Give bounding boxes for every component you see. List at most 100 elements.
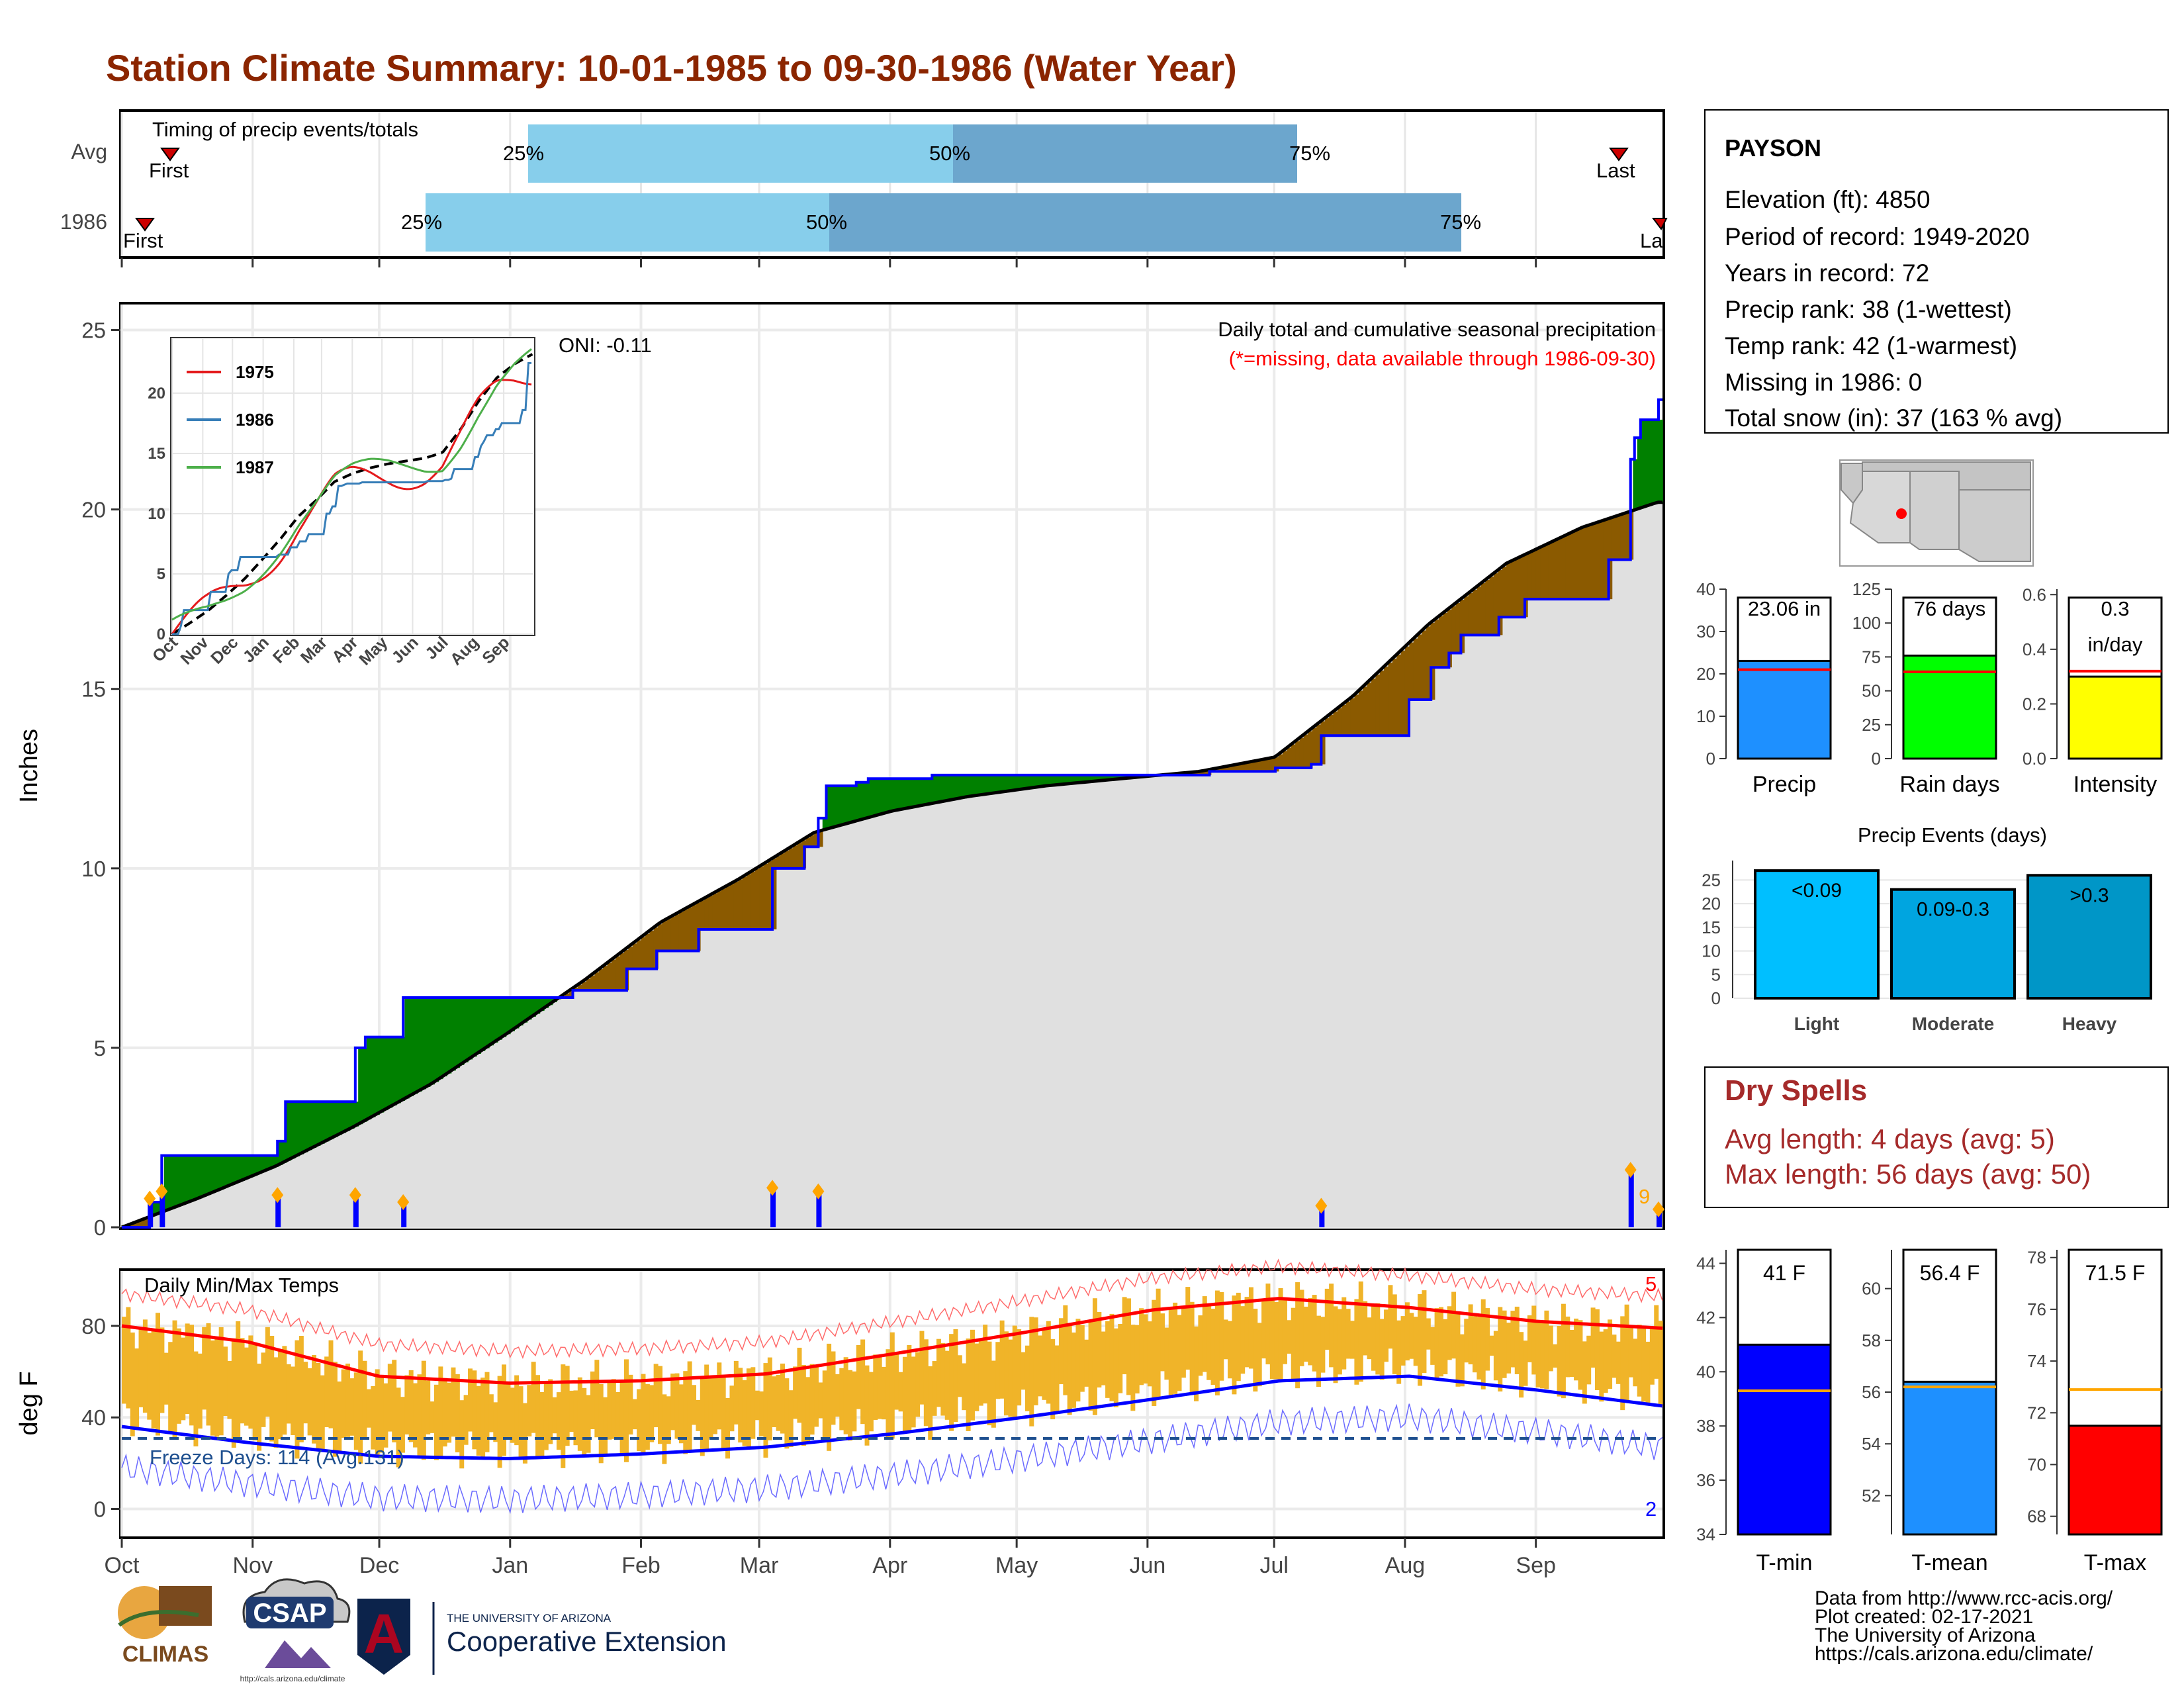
precip-departure-fill-289 (1342, 704, 1347, 736)
precip-departure-fill-204 (983, 774, 988, 795)
temp-daily-bar-64 (392, 1360, 397, 1442)
precip-departure-fill-294 (1363, 686, 1368, 736)
temp-summary-bar-0 (1737, 1343, 1832, 1536)
precip-departure-fill-131 (674, 914, 680, 951)
station-line-snow: Total snow (in): 37 (163 % avg) (1725, 404, 2062, 432)
precip-departure-fill-80 (459, 998, 465, 1065)
precip-departure-fill-261 (1223, 767, 1228, 772)
precip-departure-fill-196 (949, 774, 954, 800)
precip-departure-fill-332 (1523, 555, 1528, 618)
precip-departure-fill-152 (763, 863, 768, 929)
temp-daily-bar-110 (586, 1395, 591, 1453)
month-tick-label-6: Apr (872, 1553, 907, 1578)
temp-daily-bar-34 (265, 1327, 270, 1417)
precip-departure-fill-269 (1257, 760, 1262, 772)
precip-departure-fill-330 (1514, 559, 1520, 618)
temp-daily-bar-310 (1430, 1327, 1435, 1365)
temp-daily-bar-212 (1017, 1329, 1022, 1406)
temp-daily-bar-251 (1181, 1305, 1186, 1378)
summary-value-label-2-1: in/day (2088, 633, 2143, 656)
temp-daily-bar-256 (1202, 1296, 1207, 1372)
summary-tick-label-0-4: 40 (1696, 579, 1715, 599)
temp-daily-bar-180 (882, 1366, 887, 1420)
precip-departure-fill-50 (332, 1102, 338, 1137)
temp-daily-bar-164 (814, 1365, 819, 1427)
precip-departure-fill-298 (1379, 671, 1385, 736)
precip-departure-fill-85 (480, 998, 486, 1051)
precip-y-ticks: 0 5 10 15 20 25 (81, 318, 120, 1240)
precip-departure-fill-358 (1633, 459, 1638, 511)
temp-daily-bar-266 (1244, 1297, 1250, 1368)
temp-record-low-line (121, 1403, 1663, 1515)
csap-logo-label-bg (246, 1597, 334, 1628)
temp-daily-bar-148 (746, 1368, 751, 1448)
temp-daily-bar-86 (484, 1372, 490, 1452)
temp-daily-bar-132 (678, 1384, 684, 1444)
temp-daily-bar-59 (371, 1385, 376, 1450)
precip-departure-fill-219 (1046, 774, 1051, 786)
temp-daily-bar-29 (244, 1347, 249, 1426)
temp-daily-bar-257 (1206, 1304, 1212, 1380)
temp-daily-bar-220 (1050, 1338, 1056, 1420)
temp-daily-bar-85 (480, 1378, 486, 1458)
temp-daily-bar-278 (1295, 1282, 1300, 1389)
precip-departure-fill-267 (1248, 762, 1254, 772)
precip-daily-marker-6 (812, 1183, 825, 1199)
temp-daily-bar-231 (1097, 1311, 1102, 1388)
map-state-texas (1958, 489, 2031, 562)
climas-logo-block (159, 1586, 212, 1626)
temp-daily-bar-169 (835, 1374, 840, 1417)
temp-daily-bar-349 (1594, 1309, 1600, 1391)
temp-daily-bar-140 (712, 1378, 717, 1434)
precip-departure-fill-288 (1337, 708, 1343, 736)
temp-daily-bar-72 (426, 1380, 431, 1434)
temp-summary-tick-label-2-2: 72 (2027, 1403, 2046, 1423)
summary-value-label-2-0: 0.3 (2101, 597, 2129, 620)
temp-daily-bar-232 (1101, 1331, 1106, 1385)
precip-departure-fill-91 (506, 998, 511, 1035)
temp-daily-bar-269 (1257, 1323, 1262, 1387)
precip-departure-fill-323 (1485, 579, 1490, 635)
precip-departure-fill-165 (818, 831, 823, 847)
precip-departure-fill-293 (1358, 690, 1363, 736)
precip-departure-fill-356 (1624, 513, 1629, 560)
temp-daily-bar-228 (1084, 1339, 1089, 1387)
precip-departure-fill-136 (696, 902, 701, 951)
precip-departure-fill-71 (421, 998, 427, 1090)
month-tick-label-5: Mar (740, 1553, 779, 1578)
temp-daily-bar-353 (1612, 1335, 1617, 1378)
temp-daily-bar-74 (433, 1384, 439, 1460)
summary-bar-0 (1737, 659, 1832, 760)
precip-y-tick-label-0: 0 (94, 1215, 106, 1240)
temp-daily-bar-66 (400, 1397, 405, 1453)
precip-departure-fill-232 (1101, 774, 1106, 781)
inset-legend-label-1986: 1986 (236, 410, 274, 430)
temp-summary-value-label-2: 71.5 F (2085, 1261, 2146, 1285)
precip-departure-fill-132 (678, 912, 684, 951)
precip-departure-fill-11 (168, 1155, 173, 1210)
temp-summary-tick-label-1-3: 58 (1862, 1331, 1881, 1350)
station-line-precip-rank: Precip rank: 38 (1-wettest) (1725, 296, 2012, 323)
precip-departure-fill-10 (163, 1155, 169, 1211)
events-value-label-0: <0.09 (1792, 880, 1842, 902)
precip-departure-fill-334 (1531, 551, 1537, 600)
temp-daily-bar-324 (1489, 1335, 1494, 1356)
temp-daily-bar-157 (784, 1378, 790, 1449)
precip-daily-bar-2 (275, 1195, 281, 1227)
temp-daily-bar-226 (1075, 1319, 1081, 1402)
temp-daily-bar-42 (298, 1335, 304, 1442)
temp-daily-bar-47 (320, 1375, 325, 1450)
precip-departure-fill-115 (607, 962, 612, 991)
temp-daily-bar-186 (907, 1344, 912, 1431)
precip-daily-bar-4 (401, 1202, 407, 1227)
precip-departure-fill-41 (295, 1102, 300, 1156)
precip-departure-fill-114 (603, 966, 608, 991)
temp-daily-bar-173 (852, 1371, 857, 1432)
precip-departure-fill-26 (231, 1155, 237, 1185)
precip-departure-fill-254 (1194, 772, 1199, 775)
temp-daily-bar-51 (337, 1382, 342, 1454)
temp-daily-bar-7 (151, 1329, 156, 1429)
temp-summary-tick-label-1-2: 56 (1862, 1382, 1881, 1402)
temp-daily-bar-337 (1544, 1310, 1549, 1389)
precip-departure-fill-52 (341, 1102, 346, 1133)
